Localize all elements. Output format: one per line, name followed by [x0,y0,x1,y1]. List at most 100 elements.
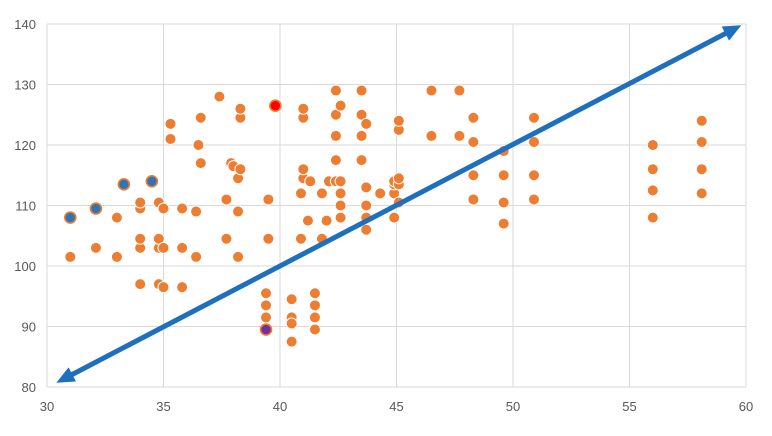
data-point [329,129,342,142]
data-point [194,111,207,124]
data-point [220,193,233,206]
trend-arrow-head-start [56,367,76,383]
data-point [453,129,466,142]
data-point [157,241,170,254]
data-point [695,163,708,176]
data-point [374,187,387,200]
data-point [695,114,708,127]
data-point [192,139,205,151]
data-point [176,281,189,294]
data-point [425,129,438,142]
data-point [260,311,273,324]
highlight-point-purple [259,323,273,336]
y-tick-label: 80 [22,380,36,395]
data-point [527,193,540,206]
data-point [392,114,405,127]
trend-arrow-shaft [67,29,730,379]
data-point [334,175,347,188]
grid-lines [46,23,747,388]
data-point [301,214,314,227]
data-point [260,299,273,312]
highlight-point-blue [64,211,77,224]
data-point [320,214,333,227]
data-point [334,99,347,112]
data-point [190,205,203,218]
data-point [527,135,540,148]
data-point [467,193,480,206]
data-point [360,223,373,236]
data-point [164,132,177,145]
y-tick-label: 140 [14,17,36,32]
data-point [134,232,147,245]
data-point [360,117,373,130]
data-point [297,102,310,115]
data-point [110,250,123,263]
data-point [262,232,275,245]
y-tick-label: 110 [15,199,36,214]
data-point [392,172,405,185]
x-tick-label: 35 [156,399,170,414]
data-point [646,184,659,197]
data-points [64,84,708,348]
data-point [467,135,480,148]
data-point [234,163,247,176]
data-point [285,335,298,348]
x-axis-tick-labels: 30 35 40 45 50 55 60 [40,399,753,414]
data-point [527,169,540,182]
data-point [176,241,189,254]
highlight-point-blue [89,202,103,215]
highlight-point-red [269,99,282,112]
data-point [334,199,347,212]
y-tick-label: 90 [22,320,36,335]
y-tick-label: 100 [14,259,36,274]
data-point [262,193,275,206]
data-point [527,111,540,124]
data-point [497,196,510,209]
data-point [220,232,233,245]
y-tick-label: 120 [14,138,36,153]
data-point [134,278,147,291]
y-tick-label: 130 [14,78,36,93]
data-point [355,154,368,167]
x-tick-label: 60 [739,399,753,414]
data-point [497,169,510,182]
data-point [190,250,203,263]
data-point [355,84,368,97]
data-point [64,250,77,263]
data-point [497,217,510,230]
data-point [260,287,273,300]
data-point [134,196,147,209]
data-point [110,211,123,224]
x-tick-label: 30 [40,399,54,414]
data-point [308,323,321,336]
data-point [304,175,317,188]
data-point [213,90,226,103]
data-point [646,139,659,151]
data-point [285,293,298,306]
trend-arrow [56,25,742,383]
trend-arrow-head-end [721,25,742,41]
data-point [315,187,328,200]
data-point [695,135,708,148]
data-point [308,311,321,324]
data-point [425,84,438,97]
data-point [695,187,708,200]
data-point [646,211,659,224]
highlight-point-blue [117,178,131,191]
y-axis-tick-labels: 80 90 100 110 120 130 140 [14,17,36,395]
data-point [308,299,321,312]
x-tick-label: 45 [389,399,403,414]
data-point [234,102,247,115]
data-point [467,111,480,124]
data-point [89,241,102,254]
x-tick-label: 50 [506,399,520,414]
data-point [232,250,245,263]
x-tick-label: 40 [273,399,287,414]
data-point [334,187,347,200]
highlight-point-blue [145,175,159,188]
data-point [176,202,189,215]
data-point [294,187,307,200]
data-point [157,202,170,215]
data-point [360,181,373,194]
